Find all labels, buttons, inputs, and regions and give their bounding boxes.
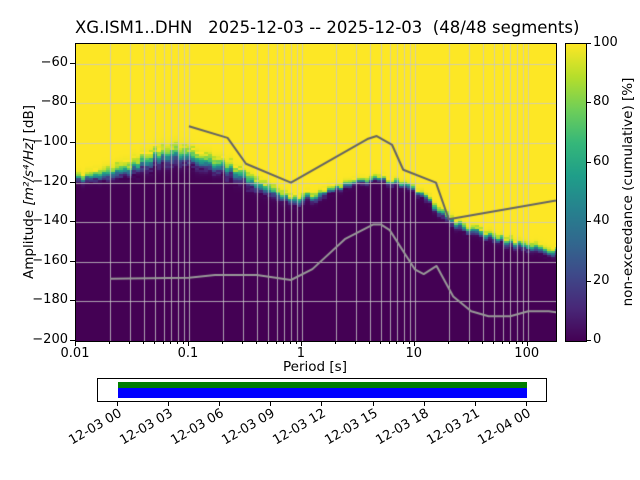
timeline-tick-mark	[475, 402, 476, 406]
x-minor-tick-mark	[266, 341, 268, 344]
plot-area	[75, 43, 557, 342]
y-tick-label: −80	[40, 94, 68, 110]
x-tick-mark	[300, 341, 302, 346]
timeline-tick-label: 12-03 06	[168, 406, 227, 449]
timeline-coverage-bar	[117, 382, 528, 388]
timeline-tick-mark	[167, 402, 169, 406]
x-minor-tick-mark	[170, 341, 172, 344]
x-tick-label: 0.01	[60, 346, 90, 361]
y-tick-mark	[70, 102, 75, 104]
x-minor-tick-mark	[153, 341, 155, 344]
ppsd-heatmap-canvas	[76, 44, 556, 341]
timeline-tick-mark	[219, 402, 221, 406]
timeline-tick-label: 12-03 21	[424, 406, 483, 449]
y-tick-label: −200	[32, 332, 68, 347]
x-minor-tick-mark	[295, 341, 297, 344]
x-minor-tick-mark	[379, 341, 381, 344]
timeline-tick-label: 12-03 15	[322, 406, 381, 449]
y-tick-label: −100	[32, 134, 68, 149]
x-minor-tick-mark	[447, 341, 449, 344]
x-minor-tick-mark	[275, 341, 277, 344]
colorbar-tick-mark	[587, 43, 591, 44]
x-tick-label: 0.1	[177, 346, 199, 361]
x-minor-tick-mark	[396, 341, 398, 344]
y-tick-mark	[70, 300, 75, 302]
timeline-tick-label: 12-03 00	[66, 406, 125, 449]
x-minor-tick-mark	[408, 341, 410, 344]
timeline-tick-mark	[372, 402, 374, 406]
timeline-tick-mark	[321, 402, 323, 406]
timeline-axes	[97, 378, 547, 402]
x-minor-tick-mark	[128, 341, 130, 344]
y-tick-mark	[70, 260, 75, 262]
y-tick-label: −120	[32, 173, 68, 189]
x-minor-tick-mark	[289, 341, 291, 344]
colorbar-tick-label: 40	[593, 213, 610, 229]
timeline-data-bar	[117, 388, 528, 398]
x-tick-mark	[526, 341, 528, 346]
x-minor-tick-mark	[388, 341, 390, 344]
colorbar-tick-label: 0	[593, 332, 602, 347]
y-tick-label: −160	[32, 252, 68, 268]
x-minor-tick-mark	[283, 341, 285, 344]
y-tick-label: −60	[40, 54, 68, 70]
x-minor-tick-mark	[354, 341, 356, 344]
timeline-tick-mark	[116, 402, 118, 406]
y-tick-label: −140	[32, 213, 68, 229]
x-minor-tick-mark	[492, 341, 494, 344]
timeline-tick-label: 12-03 09	[219, 406, 278, 449]
x-minor-tick-mark	[176, 341, 178, 344]
timeline-tick-mark	[270, 402, 272, 406]
x-minor-tick-mark	[221, 341, 223, 344]
chart-title: XG.ISM1..DHN 2025-12-03 -- 2025-12-03 (4…	[75, 18, 580, 37]
x-tick-label: 1	[296, 346, 305, 361]
x-tick-mark	[187, 341, 189, 346]
x-tick-label: 10	[405, 346, 423, 361]
x-tick-mark	[413, 341, 415, 346]
colorbar-tick-mark	[587, 280, 591, 282]
timeline-tick-mark	[526, 402, 528, 406]
x-minor-tick-mark	[142, 341, 144, 344]
colorbar-tick-mark	[587, 340, 591, 341]
colorbar-tick-label: 80	[593, 94, 610, 110]
x-minor-tick-mark	[241, 341, 243, 344]
x-minor-tick-mark	[521, 341, 523, 344]
x-minor-tick-mark	[255, 341, 257, 344]
y-tick-mark	[70, 221, 75, 223]
x-minor-tick-mark	[515, 341, 517, 344]
x-axis-label: Period [s]	[283, 359, 347, 375]
y-axis-label: Amplitude [m²/s⁴/Hz] [dB]	[21, 77, 37, 307]
x-minor-tick-mark	[402, 341, 404, 344]
x-minor-tick-mark	[501, 341, 503, 344]
x-minor-tick-mark	[467, 341, 469, 344]
x-tick-mark	[75, 341, 76, 346]
y-tick-label: −180	[32, 292, 68, 308]
colorbar-tick-mark	[587, 161, 591, 163]
x-minor-tick-mark	[368, 341, 370, 344]
timeline-tick-label: 12-03 18	[373, 406, 432, 449]
timeline-tick-label: 12-04 00	[475, 406, 534, 449]
y-tick-mark	[70, 142, 75, 143]
timeline-tick-label: 12-03 03	[117, 406, 176, 449]
x-minor-tick-mark	[334, 341, 336, 344]
colorbar-tick-label: 60	[593, 153, 610, 169]
x-minor-tick-mark	[481, 341, 483, 344]
x-minor-tick-mark	[182, 341, 184, 344]
colorbar-tick-mark	[587, 102, 591, 104]
y-tick-mark	[70, 340, 75, 341]
y-tick-mark	[70, 181, 75, 183]
x-tick-label: 100	[514, 346, 540, 361]
timeline-tick-mark	[423, 402, 425, 406]
colorbar-tick-mark	[587, 221, 591, 223]
x-minor-tick-mark	[162, 341, 164, 344]
x-minor-tick-mark	[509, 341, 511, 344]
y-tick-mark	[70, 62, 75, 64]
x-minor-tick-mark	[108, 341, 110, 344]
colorbar	[565, 43, 587, 342]
colorbar-tick-label: 20	[593, 272, 610, 288]
colorbar-tick-label: 100	[593, 35, 618, 50]
timeline-tick-label: 12-03 12	[270, 406, 329, 449]
